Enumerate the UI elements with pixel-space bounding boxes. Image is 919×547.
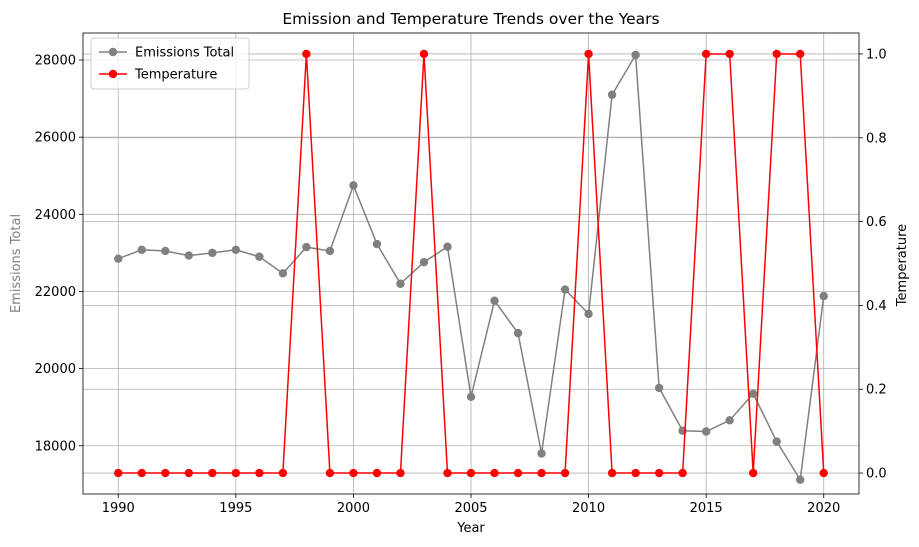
chart-title: Emission and Temperature Trends over the… xyxy=(282,10,659,28)
temperature-point xyxy=(607,468,617,478)
legend-box xyxy=(90,37,250,90)
emissions-total-point xyxy=(607,90,617,99)
y-right-tick-label: 1.0 xyxy=(866,47,887,62)
x-tick-label: 1995 xyxy=(219,501,252,516)
y-axis-left-label: Emissions Total xyxy=(9,214,24,313)
temperature-point xyxy=(701,49,711,59)
temperature-point xyxy=(748,468,758,478)
temperature-point xyxy=(396,468,405,478)
legend-emissions-total-label: Emissions Total xyxy=(135,46,234,61)
grid-lines xyxy=(83,33,859,494)
emissions-total-point xyxy=(443,242,452,251)
x-tick-label: 2015 xyxy=(690,501,723,516)
temperature-point xyxy=(466,468,476,478)
x-axis-label: Year xyxy=(456,521,485,536)
emissions-total-point xyxy=(372,239,382,249)
emissions-total-point xyxy=(725,416,734,425)
emissions-total-point xyxy=(231,245,241,255)
emissions-total-point xyxy=(796,475,805,484)
emissions-total-point xyxy=(560,285,570,294)
temperature-point xyxy=(349,468,358,478)
emissions-total-point xyxy=(161,246,170,256)
temperature-point xyxy=(772,49,781,59)
temperature-point xyxy=(631,468,640,478)
emissions-total-point xyxy=(466,392,476,401)
temperature-point xyxy=(161,468,170,478)
emissions-total-point xyxy=(819,291,828,301)
emissions-total-point xyxy=(184,251,194,260)
x-tick-label: 1990 xyxy=(102,501,135,516)
emissions-total-point xyxy=(325,246,335,256)
emissions-total-point xyxy=(537,449,546,458)
emissions-total-point xyxy=(396,279,405,288)
temperature-point xyxy=(654,468,664,478)
series-layer xyxy=(114,49,828,484)
temperature-point xyxy=(325,468,335,478)
legend-emissions-total-marker xyxy=(108,47,118,57)
y-left-tick-label: 26000 xyxy=(35,131,76,146)
temperature-point xyxy=(513,468,523,478)
emissions-total-point xyxy=(208,248,217,258)
emissions-total-point xyxy=(772,437,781,446)
temperature-point xyxy=(796,49,805,59)
emissions-total-point xyxy=(137,245,146,255)
temperature-point xyxy=(490,468,499,478)
x-tick-label: 2000 xyxy=(337,501,370,516)
x-tick-label: 2005 xyxy=(454,501,487,516)
emissions-total-point xyxy=(654,383,664,393)
temperature-point xyxy=(819,468,828,478)
temperature-point xyxy=(584,49,593,59)
temperature-point xyxy=(443,468,452,478)
y-right-tick-label: 0.4 xyxy=(866,299,887,314)
temperature-point xyxy=(372,468,382,478)
axes-layer: 1990 1995 2000 2005 2010 2015 2020 18000 20000 22… xyxy=(35,47,887,516)
temperature-point xyxy=(114,468,123,478)
emissions-total-point xyxy=(419,257,429,267)
y-right-tick-label: 0.8 xyxy=(866,131,887,146)
y-axis-right-label: Temperature xyxy=(895,224,910,307)
legend-temperature-marker xyxy=(108,69,118,79)
y-left-tick-label: 22000 xyxy=(35,285,76,300)
temperature-point xyxy=(137,468,146,478)
y-right-tick-label: 0.6 xyxy=(866,215,887,230)
y-left-tick-label: 18000 xyxy=(35,439,76,454)
temperature-point xyxy=(208,468,217,478)
temperature-point xyxy=(725,49,734,59)
emissions-total-point xyxy=(584,309,593,319)
emissions-total-point xyxy=(631,50,640,60)
emissions-total-point xyxy=(513,328,523,338)
temperature-point xyxy=(678,468,687,478)
emissions-total-point xyxy=(255,252,264,261)
emissions-total-point xyxy=(114,254,123,263)
temperature-point xyxy=(302,49,311,59)
y-left-tick-label: 24000 xyxy=(35,208,76,223)
emissions-total-point xyxy=(490,296,499,305)
temperature-point xyxy=(255,468,264,478)
temperature-point xyxy=(231,468,241,478)
emissions-total-point xyxy=(278,269,288,278)
y-right-tick-label: 0.2 xyxy=(866,383,887,398)
emissions-total-point xyxy=(302,242,311,252)
y-right-tick-label: 0.0 xyxy=(866,467,887,482)
temperature-point xyxy=(419,49,429,59)
temperature-point xyxy=(537,468,546,478)
y-left-tick-label: 28000 xyxy=(35,54,76,69)
temperature-point xyxy=(184,468,194,478)
y-left-tick-label: 20000 xyxy=(35,362,76,377)
temperature-point xyxy=(278,468,288,478)
emissions-total-point xyxy=(748,389,758,398)
emissions-total-point xyxy=(701,427,711,436)
legend-temperature-label: Temperature xyxy=(134,68,217,83)
x-tick-label: 2010 xyxy=(572,501,605,516)
legend: Emissions Total Temperature xyxy=(90,37,250,90)
x-tick-label: 2020 xyxy=(807,501,840,516)
temperature-point xyxy=(560,468,570,478)
emissions-total-point xyxy=(349,181,358,190)
